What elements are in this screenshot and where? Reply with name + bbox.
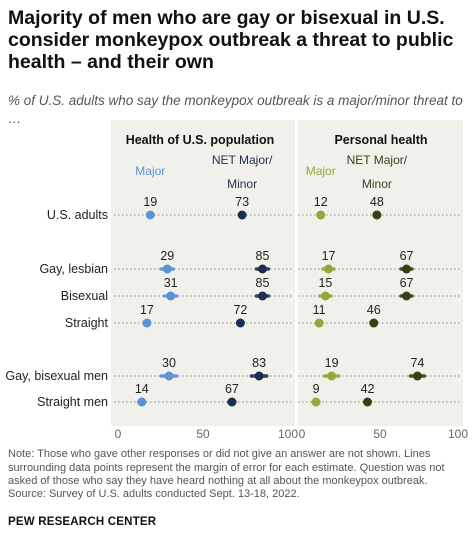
data-point-major: [162, 264, 172, 274]
category-label: Straight men: [37, 395, 108, 409]
data-label-major: 30: [162, 356, 176, 370]
data-point-major: [316, 210, 326, 220]
data-point-major: [166, 291, 176, 301]
data-point-net: [227, 397, 237, 407]
data-point-net: [402, 264, 412, 274]
data-label-net: 73: [235, 195, 249, 209]
data-label-net: 48: [370, 195, 384, 209]
data-label-net: 67: [400, 276, 414, 290]
data-point-net: [372, 210, 382, 220]
data-label-major: 31: [164, 276, 178, 290]
data-point-net: [235, 318, 245, 328]
legend-label-net: NET Major/: [347, 153, 408, 167]
data-point-major: [164, 371, 174, 381]
data-point-major: [145, 210, 155, 220]
data-label-net: 46: [367, 303, 381, 317]
legend-label-net: NET Major/: [212, 153, 273, 167]
data-label-net: 72: [233, 303, 247, 317]
x-tick-label: 0: [115, 427, 122, 441]
chart-title: Majority of men who are gay or bisexual …: [8, 7, 454, 73]
data-label-net: 67: [400, 249, 414, 263]
data-point-net: [237, 210, 247, 220]
x-tick-label: 50: [196, 427, 210, 441]
data-label-net: 74: [410, 356, 424, 370]
legend-label-major: Major: [306, 164, 336, 178]
data-point-net: [412, 371, 422, 381]
data-label-major: 17: [322, 249, 336, 263]
data-label-net: 42: [361, 382, 375, 396]
x-tick-label: 0: [299, 427, 306, 441]
data-point-major: [142, 318, 152, 328]
chart-note: Note: Those who gave other responses or …: [8, 448, 445, 487]
data-label-major: 19: [325, 356, 339, 370]
data-label-major: 15: [318, 276, 332, 290]
category-label: Straight: [65, 316, 109, 330]
data-label-major: 11: [313, 303, 326, 317]
data-label-net: 85: [256, 276, 270, 290]
data-point-major: [327, 371, 337, 381]
x-tick-label: 50: [373, 427, 387, 441]
chart-subtitle: % of U.S. adults who say the monkeypox o…: [8, 93, 463, 126]
category-label: Gay, bisexual men: [5, 369, 108, 383]
data-point-net: [258, 264, 267, 274]
panel-title: Personal health: [334, 133, 427, 147]
data-label-major: 14: [135, 382, 149, 396]
data-point-net: [402, 291, 412, 301]
legend-label-net: Minor: [227, 177, 257, 191]
x-tick-label: 100: [278, 427, 298, 441]
dot-plot-chart: Health of U.S. population Major NET Major/…: [5, 120, 468, 441]
data-point-net: [258, 291, 267, 301]
data-point-major: [311, 397, 321, 407]
category-label: U.S. adults: [47, 208, 108, 222]
data-label-net: 85: [256, 249, 270, 263]
data-point-net: [369, 318, 379, 328]
category-label: Bisexual: [61, 289, 108, 303]
category-label: Gay, lesbian: [39, 262, 108, 276]
chart-source: Source: Survey of U.S. adults conducted …: [8, 488, 300, 500]
x-tick-label: 100: [448, 427, 468, 441]
data-label-major: 29: [160, 249, 174, 263]
panel-title: Health of U.S. population: [126, 133, 275, 147]
brand-label: PEW RESEARCH CENTER: [8, 516, 157, 528]
legend-label-net: Minor: [362, 177, 392, 191]
data-point-major: [137, 397, 147, 407]
data-label-net: 67: [225, 382, 239, 396]
data-point-major: [320, 291, 330, 301]
data-point-net: [363, 397, 373, 407]
data-label-major: 9: [313, 382, 320, 396]
data-label-net: 83: [252, 356, 266, 370]
data-label-major: 17: [140, 303, 154, 317]
data-point-major: [324, 264, 334, 274]
data-point-major: [314, 318, 324, 328]
data-label-major: 19: [143, 195, 157, 209]
legend-label-major: Major: [135, 164, 165, 178]
data-point-net: [254, 371, 264, 381]
data-label-major: 12: [314, 195, 328, 209]
